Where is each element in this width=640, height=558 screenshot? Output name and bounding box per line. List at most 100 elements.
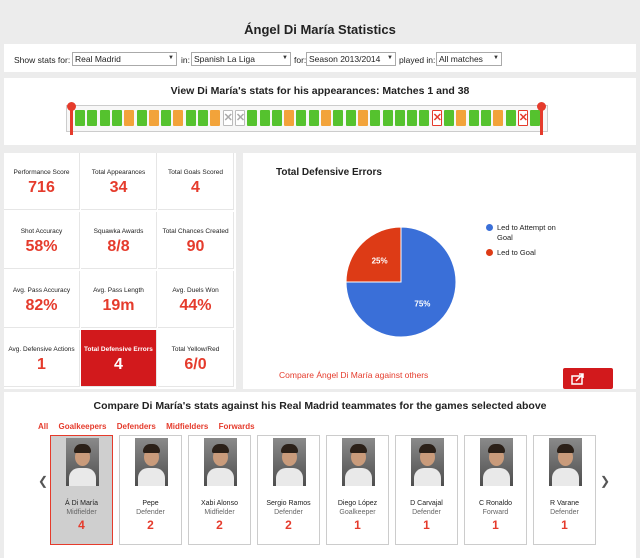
match-segment[interactable] [284, 110, 295, 126]
match-segment[interactable] [308, 110, 319, 126]
player-card[interactable]: Xabi Alonso Midfielder 2 [188, 435, 251, 545]
match-segment[interactable] [75, 110, 85, 126]
match-segment[interactable]: ✕ [222, 110, 233, 126]
match-segment[interactable] [321, 110, 331, 126]
player-position: Defender [274, 509, 303, 516]
player-position: Forward [482, 509, 509, 516]
match-segment[interactable] [99, 110, 110, 126]
match-segment[interactable] [382, 110, 393, 126]
match-range-slider[interactable]: ✕ ✕ ✕ ✕ [66, 102, 548, 135]
match-segment[interactable] [247, 110, 258, 126]
player-card[interactable]: R Varane Defender 1 [533, 435, 596, 545]
stat-cell[interactable]: Shot Accuracy 58% [4, 212, 80, 269]
stat-value: 19m [102, 297, 135, 314]
compare-link[interactable]: Compare Ángel Di María against others [279, 370, 429, 380]
stat-value: 44% [179, 297, 212, 314]
legend-label: Led to Goal [497, 248, 536, 257]
match-segment[interactable]: ✕ [517, 110, 529, 126]
player-name: Pepe [142, 500, 159, 507]
match-segment[interactable] [468, 110, 479, 126]
match-segment[interactable] [136, 110, 147, 126]
range-end-knob[interactable] [537, 102, 546, 111]
competition-select[interactable]: Spanish La Liga ▼ [191, 52, 291, 66]
match-segment[interactable] [271, 110, 282, 126]
stat-cell[interactable]: Total Yellow/Red 6/0 [158, 330, 234, 387]
chevron-down-icon: ▼ [387, 55, 393, 61]
match-segment[interactable] [296, 110, 307, 126]
stat-cell[interactable]: Total Chances Created 90 [158, 212, 234, 269]
stat-label: Total Defensive Errors [84, 346, 153, 353]
match-segment[interactable] [493, 110, 504, 126]
match-segment[interactable]: ✕ [234, 110, 246, 126]
match-segment[interactable] [259, 110, 270, 126]
tab-forwards[interactable]: Forwards [218, 422, 255, 431]
player-card[interactable]: Sergio Ramos Defender 2 [257, 435, 320, 545]
stat-cell[interactable]: Squawka Awards 8/8 [81, 212, 157, 269]
match-segment[interactable] [530, 110, 541, 126]
match-segment[interactable] [148, 110, 159, 126]
in-label: in: [181, 55, 190, 65]
match-segment[interactable] [345, 110, 356, 126]
stat-cell[interactable]: Avg. Defensive Actions 1 [4, 330, 80, 387]
player-photo [66, 438, 99, 486]
range-start-handle[interactable] [67, 102, 76, 135]
match-segment[interactable] [407, 110, 418, 126]
pie-slice[interactable] [345, 226, 402, 283]
player-card[interactable]: Pepe Defender 2 [119, 435, 182, 545]
tab-all[interactable]: All [38, 422, 49, 431]
team-select[interactable]: Real Madrid ▼ [72, 52, 177, 66]
player-photo [204, 438, 237, 486]
stat-cell[interactable]: Avg. Duels Won 44% [158, 271, 234, 328]
chart-title: Total Defensive Errors [276, 167, 382, 178]
season-select[interactable]: Season 2013/2014 ▼ [306, 52, 396, 66]
match-segment[interactable] [173, 110, 184, 126]
stat-cell[interactable]: Total Appearances 34 [81, 153, 157, 210]
stat-cell[interactable]: Total Goals Scored 4 [158, 153, 234, 210]
match-segment[interactable] [456, 110, 467, 126]
position-tabs: All Goalkeepers Defenders Midfielders Fo… [38, 422, 263, 431]
match-segment[interactable] [419, 110, 430, 126]
stat-cell[interactable]: Avg. Pass Length 19m [81, 271, 157, 328]
legend-swatch [486, 249, 493, 256]
stat-label: Squawka Awards [93, 228, 144, 235]
match-segment[interactable] [357, 110, 368, 126]
match-segment[interactable] [333, 110, 344, 126]
range-start-knob[interactable] [67, 102, 76, 111]
legend-label: Led to Attempt on Goal [497, 223, 556, 242]
match-segment[interactable] [124, 110, 135, 126]
matches-select[interactable]: All matches ▼ [436, 52, 502, 66]
stat-cell[interactable]: Performance Score 716 [4, 153, 80, 210]
player-card[interactable]: Diego López Goalkeeper 1 [326, 435, 389, 545]
match-segment[interactable] [185, 110, 196, 126]
match-segment[interactable] [370, 110, 381, 126]
stat-cell[interactable]: Total Defensive Errors 4 [81, 330, 157, 387]
match-segment[interactable] [87, 110, 98, 126]
match-segment[interactable] [161, 110, 172, 126]
match-segment[interactable] [210, 110, 221, 126]
player-card[interactable]: Á Di María Midfielder 4 [50, 435, 113, 545]
pie-slice-label: 75% [414, 299, 430, 308]
teammates-compare-panel: Compare Di María's stats against his Rea… [4, 392, 636, 558]
tab-goalkeepers[interactable]: Goalkeepers [58, 422, 107, 431]
chevron-down-icon: ▼ [493, 55, 499, 61]
match-segment[interactable] [480, 110, 491, 126]
player-photo-hair [419, 444, 436, 453]
share-button[interactable] [563, 368, 613, 389]
match-segment[interactable] [394, 110, 405, 126]
match-segment[interactable] [198, 110, 208, 126]
player-name: Diego López [337, 500, 378, 507]
player-card[interactable]: D Carvajal Defender 1 [395, 435, 458, 545]
chevron-left-icon[interactable]: ❮ [38, 474, 49, 488]
match-segment[interactable] [505, 110, 516, 126]
player-card[interactable]: C Ronaldo Forward 1 [464, 435, 527, 545]
match-segment[interactable] [444, 110, 454, 126]
stat-cell[interactable]: Avg. Pass Accuracy 82% [4, 271, 80, 328]
tab-defenders[interactable]: Defenders [116, 422, 156, 431]
tab-midfielders[interactable]: Midfielders [166, 422, 209, 431]
chevron-right-icon[interactable]: ❯ [600, 474, 611, 488]
match-segment[interactable] [111, 110, 122, 126]
for-label: for: [294, 55, 307, 65]
range-end-handle[interactable] [537, 102, 546, 135]
match-segment[interactable]: ✕ [431, 110, 442, 126]
player-stat-value: 4 [78, 518, 85, 532]
